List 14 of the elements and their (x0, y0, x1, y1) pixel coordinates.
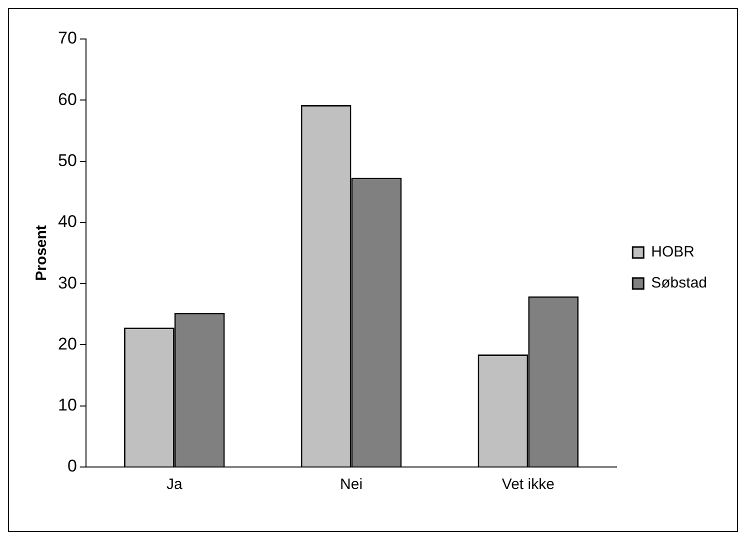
y-tick-label: 20 (58, 334, 77, 354)
x-tick-label: Nei (340, 476, 363, 494)
y-tick-label: 10 (58, 396, 77, 415)
x-tick-label: Vet ikke (502, 476, 554, 494)
y-tick-label: 60 (58, 90, 77, 109)
y-tick-label: 30 (58, 273, 77, 292)
y-axis-title: Prosent (33, 225, 50, 281)
y-tick-label: 50 (58, 150, 77, 170)
legend-label: Søbstad (651, 274, 708, 292)
y-tick-label: 40 (58, 212, 77, 232)
legend-label: HOBR (651, 244, 695, 261)
y-tick-label: 0 (67, 456, 77, 476)
y-tick-label: 70 (58, 28, 77, 48)
x-tick-label: Ja (166, 476, 183, 494)
